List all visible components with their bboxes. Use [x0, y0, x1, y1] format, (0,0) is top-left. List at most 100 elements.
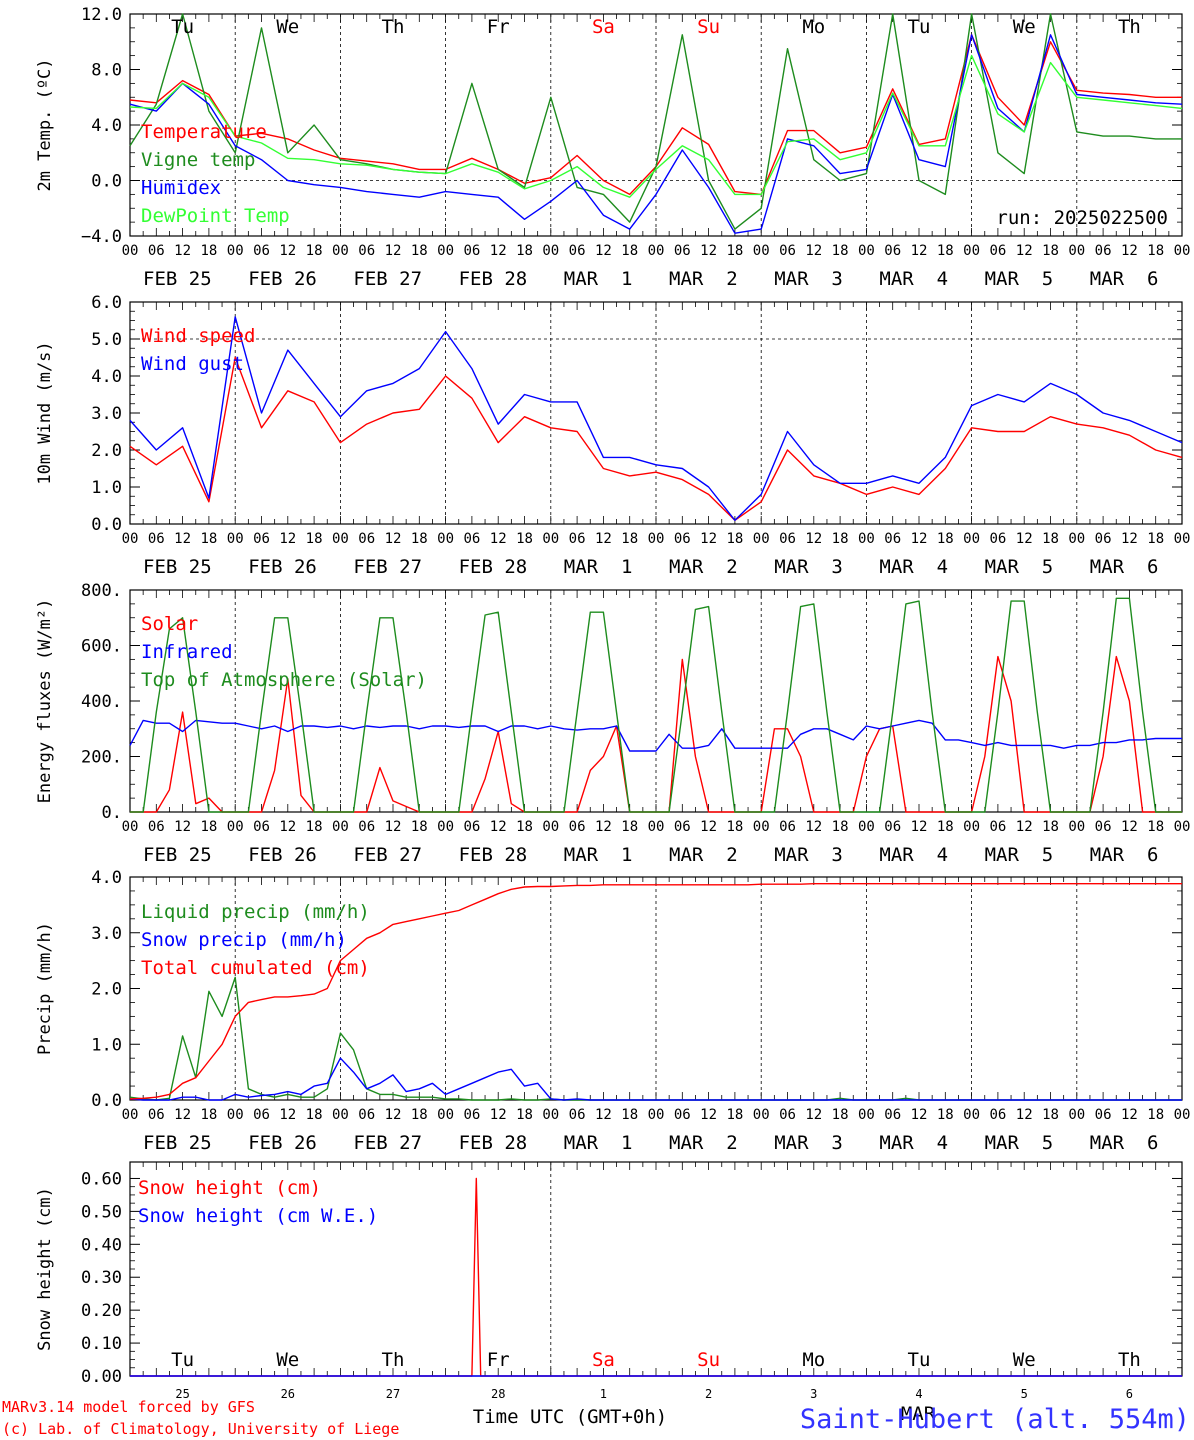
hour-label: 00 — [1068, 1107, 1085, 1123]
y-tick-label: 3.0 — [91, 404, 122, 424]
model-credit: MARv3.14 model forced by GFS — [2, 1398, 255, 1416]
day-number-label: 1 — [600, 1387, 607, 1401]
hour-label: 06 — [779, 1107, 796, 1123]
hour-label: 18 — [516, 243, 533, 259]
hour-label: 12 — [805, 243, 822, 259]
series-line-2 — [129, 1057, 1182, 1101]
y-tick-label: 800. — [81, 581, 122, 601]
day-of-week-label: Th — [1118, 1349, 1141, 1371]
hour-label: 12 — [1121, 819, 1138, 835]
panel-2: 0.0 1.0 2.0 3.0 4.0 5.0 6.0 10m Wind (m/s) Wind … — [35, 293, 1190, 578]
x-axis-title: Time UTC (GMT+0h) — [473, 1406, 667, 1428]
hour-label: 06 — [989, 531, 1006, 547]
hour-label: 12 — [700, 819, 717, 835]
legend-entry: Top of Atmosphere (Solar) — [141, 669, 427, 691]
hour-label: 00 — [1068, 243, 1085, 259]
hour-label: 00 — [122, 1107, 139, 1123]
day-of-week-label: Tu — [171, 16, 194, 38]
hour-label: 06 — [779, 531, 796, 547]
hour-label: 18 — [937, 243, 954, 259]
date-label: MAR 5 — [985, 556, 1054, 578]
hour-label: 12 — [490, 819, 507, 835]
hour-label: 00 — [542, 531, 559, 547]
hour-label: 18 — [516, 1107, 533, 1123]
day-of-week-label: Th — [382, 1349, 405, 1371]
legend-entry: Total cumulated (cm) — [141, 957, 370, 979]
date-label: MAR 1 — [564, 556, 633, 578]
date-label: MAR 4 — [879, 844, 948, 866]
day-number-label: 6 — [1126, 1387, 1133, 1401]
hour-label: 00 — [963, 819, 980, 835]
hour-label: 06 — [779, 819, 796, 835]
hour-label: 00 — [1174, 531, 1191, 547]
day-number-label: 3 — [810, 1387, 817, 1401]
month-label: MAR — [901, 1403, 936, 1425]
date-label: FEB 26 — [248, 844, 317, 866]
hour-label: 18 — [832, 243, 849, 259]
day-of-week-label: Mo — [802, 1349, 825, 1371]
legend-entry: Infrared — [141, 641, 233, 663]
y-axis-label: Energy fluxes (W/m²) — [35, 599, 55, 804]
hour-label: 06 — [569, 819, 586, 835]
hour-label: 12 — [279, 1107, 296, 1123]
hour-label: 12 — [1016, 819, 1033, 835]
hour-label: 00 — [332, 819, 349, 835]
hour-label: 06 — [569, 1107, 586, 1123]
day-of-week-label: We — [1013, 16, 1036, 38]
legend-entry: Snow height (cm) — [138, 1177, 321, 1199]
day-of-week-label: Tu — [908, 16, 931, 38]
hour-label: 00 — [437, 531, 454, 547]
date-label: FEB 25 — [143, 268, 212, 290]
hour-label: 00 — [648, 531, 665, 547]
hour-label: 12 — [174, 1107, 191, 1123]
series-line-4 — [129, 54, 1183, 198]
hour-label: 00 — [332, 243, 349, 259]
day-of-week-label: Fr — [487, 16, 510, 38]
hour-label: 00 — [858, 531, 875, 547]
hour-label: 18 — [621, 1107, 638, 1123]
y-tick-label: 2.0 — [91, 441, 122, 461]
hour-label: 18 — [306, 531, 323, 547]
day-of-week-label: Sa — [592, 1349, 615, 1371]
y-tick-label: 0.10 — [81, 1334, 122, 1354]
hour-label: 00 — [648, 819, 665, 835]
day-of-week-label: Tu — [908, 1349, 931, 1371]
hour-label: 12 — [1016, 243, 1033, 259]
hour-label: 00 — [648, 243, 665, 259]
hour-label: 00 — [122, 531, 139, 547]
station-name: Saint-Hubert (alt. 554m) — [800, 1404, 1190, 1435]
hour-label: 18 — [726, 819, 743, 835]
hour-label: 12 — [385, 1107, 402, 1123]
hour-label: 12 — [279, 531, 296, 547]
hour-label: 06 — [463, 531, 480, 547]
date-label: FEB 28 — [459, 1132, 528, 1154]
date-label: FEB 27 — [353, 1132, 422, 1154]
hour-label: 12 — [911, 1107, 928, 1123]
legend-entry: DewPoint Temp — [141, 205, 290, 227]
y-tick-label: 600. — [81, 637, 122, 657]
day-number-label: 28 — [491, 1387, 505, 1401]
hour-label: 00 — [1174, 1107, 1191, 1123]
date-label: MAR 1 — [564, 268, 633, 290]
date-label: MAR 2 — [669, 1132, 738, 1154]
date-label: MAR 1 — [564, 844, 633, 866]
hour-label: 00 — [1174, 243, 1191, 259]
day-of-week-label: We — [276, 16, 299, 38]
y-tick-label: −4.0 — [81, 227, 122, 247]
day-of-week-label: Th — [382, 16, 405, 38]
y-tick-label: 0.0 — [91, 172, 122, 192]
legend-entry: Solar — [141, 613, 198, 635]
y-tick-label: 12.0 — [81, 5, 122, 25]
hour-label: 18 — [306, 243, 323, 259]
hour-label: 00 — [858, 243, 875, 259]
hour-label: 06 — [358, 1107, 375, 1123]
panel-3: 0. 200. 400. 600. 800. Energy fluxes (W/m²) So… — [35, 581, 1190, 866]
hour-label: 18 — [832, 1107, 849, 1123]
y-tick-label: 0.0 — [91, 515, 122, 535]
hour-label: 18 — [937, 819, 954, 835]
date-label: MAR 6 — [1090, 844, 1159, 866]
hour-label: 06 — [569, 531, 586, 547]
date-label: MAR 3 — [774, 844, 843, 866]
hour-label: 12 — [595, 819, 612, 835]
hour-label: 00 — [227, 531, 244, 547]
